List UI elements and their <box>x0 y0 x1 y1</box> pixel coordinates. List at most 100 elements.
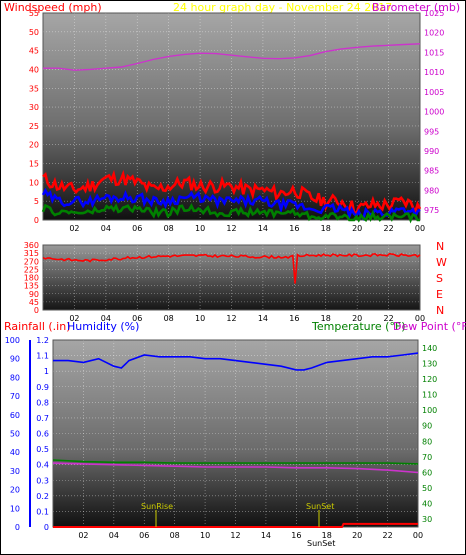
y-tick-label: 55 <box>29 9 39 18</box>
y-tick-label: 20 <box>29 141 39 150</box>
windspeed-label: Windspeed (mph) <box>4 1 102 14</box>
barometer-line <box>43 43 421 71</box>
x-tick-label: 14 <box>258 224 268 233</box>
y-tick-label: 315 <box>24 249 39 258</box>
x-tick-label: 14 <box>258 314 268 323</box>
y2-tick-label: 995 <box>424 127 439 136</box>
y-tick-label: 225 <box>24 265 39 274</box>
barometer-label: Barometer (mb) <box>372 1 460 14</box>
x-tick-label: 14 <box>261 531 271 540</box>
y-tick-label: 0 <box>34 216 39 225</box>
sunset-axis-label: SunSet <box>307 539 335 548</box>
x-tick-label: 16 <box>289 314 299 323</box>
x-tick-label: 02 <box>78 531 88 540</box>
direction-label-east: E <box>436 288 443 301</box>
y2-tick-label: 110 <box>422 391 437 400</box>
y-tick-label: 0.1 <box>36 507 49 516</box>
y2-tick-label: 1025 <box>424 9 444 18</box>
humidity-tick-label: 100 <box>5 336 20 345</box>
x-tick-label: 22 <box>383 314 393 323</box>
x-tick-label: 12 <box>226 314 236 323</box>
y2-tick-label: 1015 <box>424 48 444 57</box>
x-tick-label: 18 <box>322 531 332 540</box>
y-tick-label: 35 <box>29 84 39 93</box>
humidity-tick-label: 70 <box>10 392 20 401</box>
y2-tick-label: 100 <box>422 406 437 415</box>
x-tick-label: 06 <box>139 531 149 540</box>
wind-series-3 <box>41 202 420 224</box>
temperature-line <box>52 459 419 465</box>
x-tick-label: 04 <box>109 531 119 540</box>
y2-tick-label: 985 <box>424 167 439 176</box>
y2-tick-label: 130 <box>422 359 437 368</box>
wind-series-2 <box>41 187 421 221</box>
x-tick-label: 08 <box>164 224 174 233</box>
y2-tick-label: 1010 <box>424 68 444 77</box>
x-tick-label: 00 <box>413 531 423 540</box>
y-tick-label: 0.7 <box>36 414 49 423</box>
y2-tick-label: 50 <box>422 484 432 493</box>
humidity-label: Humidity (%) <box>67 320 139 333</box>
rainfall-line <box>53 522 418 528</box>
y2-tick-label: 30 <box>422 515 432 524</box>
y-tick-label: 40 <box>29 65 39 74</box>
plot-border <box>42 244 421 311</box>
humidity-tick-label: 80 <box>10 373 20 382</box>
direction-label-west: W <box>436 256 447 269</box>
x-tick-label: 22 <box>382 531 392 540</box>
humidity-tick-label: 30 <box>10 467 20 476</box>
y-tick-label: 0.6 <box>36 430 49 439</box>
dewpoint-line <box>52 462 419 474</box>
x-tick-label: 04 <box>101 314 111 323</box>
y-tick-label: 0.2 <box>36 492 49 501</box>
chart-title: 24 hour graph day - November 24 2017 <box>173 1 392 14</box>
x-tick-label: 20 <box>352 314 362 323</box>
humidity-tick-label: 20 <box>10 486 20 495</box>
x-tick-label: 20 <box>352 224 362 233</box>
y-tick-label: 30 <box>29 103 39 112</box>
y2-tick-label: 990 <box>424 147 439 156</box>
wind-barometer-panel: 02 04 06 08 10 12 14 16 18 20 22 000510152025303540… <box>29 9 445 233</box>
x-tick-label: 16 <box>291 531 301 540</box>
y-tick-label: 135 <box>24 282 39 291</box>
y2-tick-label: 90 <box>422 422 432 431</box>
y-tick-label: 0.8 <box>36 398 49 407</box>
x-tick-label: 02 <box>69 314 79 323</box>
humidity-tick-label: 0 <box>15 523 20 532</box>
x-tick-label: 08 <box>170 531 180 540</box>
y-tick-label: 45 <box>29 298 39 307</box>
rainfall-label: Rainfall (.in) <box>4 320 71 333</box>
y2-tick-label: 975 <box>424 206 439 215</box>
grid <box>43 244 420 311</box>
x-tick-label: 10 <box>200 531 210 540</box>
y2-tick-label: 1005 <box>424 88 444 97</box>
y-tick-label: 360 <box>24 241 39 250</box>
x-tick-label: 04 <box>101 224 111 233</box>
y2-tick-label: 40 <box>422 500 432 509</box>
wind-direction-panel: 02 04 06 08 10 12 14 16 18 20 22 000459013518022527… <box>24 241 425 323</box>
y2-tick-label: 80 <box>422 437 432 446</box>
direction-label-north-bottom: N <box>436 304 444 317</box>
y-tick-label: 45 <box>29 47 39 56</box>
y-tick-label: 0.3 <box>36 476 49 485</box>
y-tick-label: 270 <box>24 257 39 266</box>
y-tick-label: 1.2 <box>36 336 49 345</box>
y-tick-label: 0.5 <box>36 445 49 454</box>
x-tick-label: 22 <box>383 224 393 233</box>
x-tick-label: 20 <box>352 531 362 540</box>
x-tick-label: 12 <box>230 531 240 540</box>
y2-tick-label: 120 <box>422 375 437 384</box>
humidity-line <box>53 352 419 371</box>
x-tick-label: 06 <box>132 314 142 323</box>
x-tick-label: 18 <box>321 314 331 323</box>
y-tick-label: 0 <box>44 523 49 532</box>
y-tick-label: 1.1 <box>36 352 49 361</box>
y-tick-label: 180 <box>24 274 39 283</box>
dewpoint-label: Dew Point (°F) <box>393 320 466 333</box>
direction-label-south: S <box>436 272 443 285</box>
x-tick-label: 08 <box>164 314 174 323</box>
y-tick-label: 50 <box>29 28 39 37</box>
y-tick-label: 5 <box>34 197 39 206</box>
y-tick-label: 15 <box>29 160 39 169</box>
y-tick-label: 0.9 <box>36 383 49 392</box>
